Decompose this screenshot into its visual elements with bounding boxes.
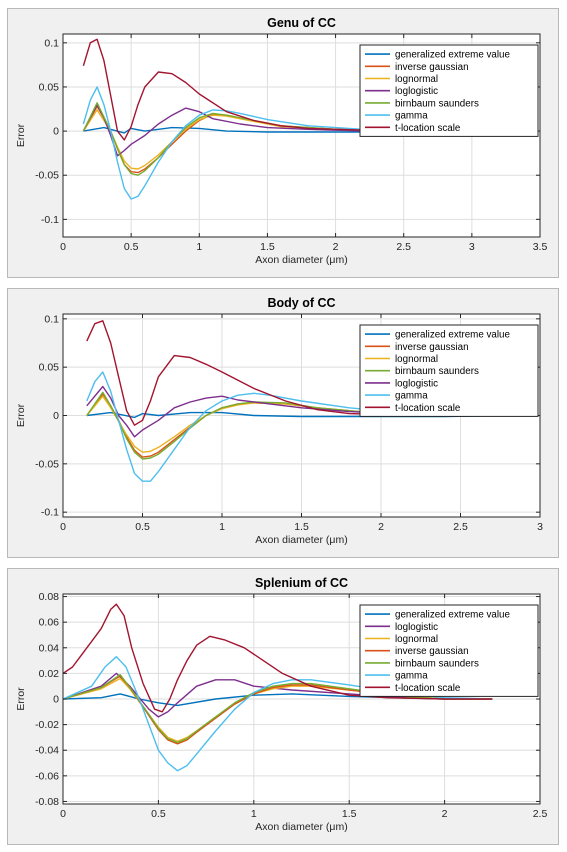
y-tick-label: 0.05 [39,362,60,374]
legend-label: gamma [395,671,428,682]
series-line-t-location-scale [82,38,486,141]
y-tick-label: -0.1 [41,214,59,226]
series-line-t-location-scale [62,603,493,713]
ticks: 0 0.5 1 1.5 2 2.5 -0.08 -0.06 -0.04 -0.02 0 0.02 0.0… [35,591,547,820]
x-tick-label: 1.5 [260,241,275,253]
x-tick-label: 0 [60,808,66,820]
series-line-t-location-scale [86,320,501,426]
x-tick-label: 0 [60,521,66,533]
series-line-gamma [82,86,486,200]
legend-label: gamma [395,391,428,402]
y-axis-label: Error [15,687,27,711]
legend: generalized extreme valueloglogisticlogn… [359,604,539,697]
legend-label: loglogistic [395,86,438,97]
y-tick-label: 0 [53,694,59,706]
legend-label: lognormal [395,354,438,365]
chart-genu: 0 0.5 1 1.5 2 2.5 3 3.5 -0.1 -0.05 0 0.05 0.1 Genu of… [15,16,547,266]
x-tick-label: 1.5 [342,808,357,820]
x-tick-label: 2 [378,521,384,533]
series-line-loglogistic [82,103,486,157]
x-tick-label: 2 [333,241,339,253]
chart-panel-body: 0 0.5 1 1.5 2 2.5 3 -0.1 -0.05 0 0.05 0.1 Body of CC… [7,288,559,558]
y-tick-label: 0 [53,410,59,422]
x-tick-label: 1 [251,808,257,820]
y-tick-label: 0.1 [44,37,59,49]
chart-title: Genu of CC [267,16,336,30]
legend-label: lognormal [395,634,438,645]
legend-label: generalized extreme value [395,50,510,61]
chart-title: Splenium of CC [255,576,348,590]
legend-label: loglogistic [395,622,438,633]
x-tick-label: 3 [469,241,475,253]
y-tick-label: 0.1 [44,313,59,325]
chart-panel-splenium: 0 0.5 1 1.5 2 2.5 -0.08 -0.06 -0.04 -0.02 0 0.02 0.0… [7,568,559,845]
axes-box [62,33,541,238]
x-axis-label: Axon diameter (μm) [255,821,347,833]
y-tick-label: 0.02 [39,668,60,680]
y-tick-label: -0.02 [35,719,59,731]
x-tick-label: 1 [219,521,225,533]
x-tick-label: 2.5 [533,808,548,820]
legend-label: birnbaum saunders [395,98,479,109]
y-tick-label: -0.05 [35,458,59,470]
x-tick-label: 2.5 [453,521,468,533]
chart-panel-genu: 0 0.5 1 1.5 2 2.5 3 3.5 -0.1 -0.05 0 0.05 0.1 Genu of… [7,8,559,278]
chart-body: 0 0.5 1 1.5 2 2.5 3 -0.1 -0.05 0 0.05 0.1 Body of CC… [15,296,543,546]
legend-label: birnbaum saunders [395,658,479,669]
series-group [82,38,486,200]
legend-label: loglogistic [395,378,438,389]
y-tick-label: -0.08 [35,796,59,808]
x-axis-label: Axon diameter (μm) [255,534,347,546]
y-tick-label: -0.1 [41,507,59,519]
legend-label: generalized extreme value [395,330,510,341]
legend-label: t-location scale [395,403,461,414]
x-tick-label: 0.5 [124,241,139,253]
y-tick-label: 0.08 [39,591,60,603]
x-axis-label: Axon diameter (μm) [255,254,347,266]
legend-label: lognormal [395,74,438,85]
legend-label: gamma [395,111,428,122]
series-line-gamma [86,371,501,482]
x-tick-label: 0.5 [151,808,166,820]
y-tick-label: -0.06 [35,770,59,782]
y-tick-label: -0.04 [35,745,59,757]
legend-label: generalized extreme value [395,610,510,621]
chart-title: Body of CC [267,296,335,310]
legend-label: t-location scale [395,123,461,134]
x-tick-label: 1.5 [294,521,309,533]
x-tick-label: 0.5 [135,521,150,533]
y-tick-label: 0.04 [39,642,60,654]
y-tick-label: 0.05 [39,81,60,93]
y-axis-label: Error [15,403,27,427]
series-line-gamma [62,656,493,772]
series-group [86,320,501,482]
series-line-birnbaum-saunders [62,674,493,744]
y-tick-label: 0.06 [39,617,60,629]
legend-label: inverse gaussian [395,62,469,73]
series-line-loglogistic [86,385,501,438]
x-tick-label: 2 [442,808,448,820]
y-axis-label: Error [15,123,27,147]
legend-label: inverse gaussian [395,646,469,657]
legend-label: birnbaum saunders [395,366,479,377]
ticks: 0 0.5 1 1.5 2 2.5 3 3.5 -0.1 -0.05 0 0.05 0.1 [35,34,547,253]
x-tick-label: 3.5 [533,241,548,253]
legend-label: t-location scale [395,683,461,694]
x-tick-label: 2.5 [396,241,411,253]
chart-splenium: 0 0.5 1 1.5 2 2.5 -0.08 -0.06 -0.04 -0.02 0 0.02 0.0… [15,576,547,833]
x-tick-label: 1 [196,241,202,253]
legend-label: inverse gaussian [395,342,469,353]
y-tick-label: -0.05 [35,170,59,182]
x-tick-label: 3 [537,521,543,533]
ticks: 0 0.5 1 1.5 2 2.5 3 -0.1 -0.05 0 0.05 0.1 [35,313,543,533]
x-tick-label: 0 [60,241,66,253]
y-tick-label: 0 [53,126,59,138]
